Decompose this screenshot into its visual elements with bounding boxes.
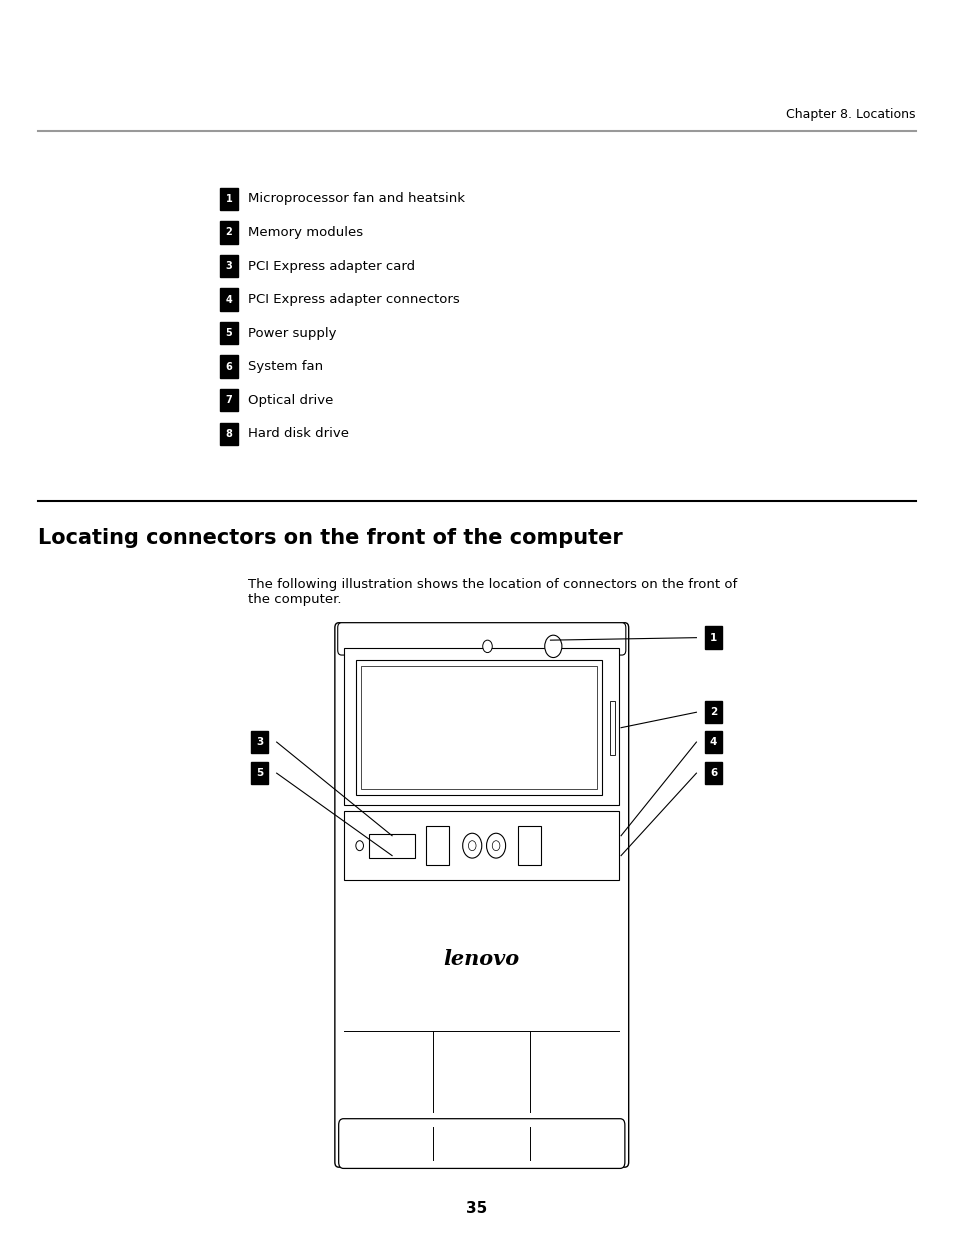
- Circle shape: [462, 833, 481, 858]
- Bar: [360, 666, 597, 789]
- Bar: [220, 355, 237, 378]
- Bar: [704, 731, 721, 753]
- Bar: [220, 322, 237, 344]
- Circle shape: [492, 840, 499, 850]
- Text: Hard disk drive: Hard disk drive: [248, 428, 349, 440]
- Bar: [517, 827, 540, 865]
- Bar: [220, 255, 237, 277]
- Text: 35: 35: [466, 1201, 487, 1216]
- Text: 6: 6: [225, 362, 233, 372]
- Bar: [220, 221, 237, 244]
- Bar: [251, 762, 268, 784]
- Bar: [369, 834, 415, 858]
- Bar: [220, 288, 237, 311]
- Text: Power supply: Power supply: [248, 327, 336, 339]
- Text: 1: 1: [709, 633, 717, 643]
- Circle shape: [482, 640, 492, 653]
- Bar: [220, 188, 237, 210]
- FancyBboxPatch shape: [335, 623, 628, 1167]
- FancyBboxPatch shape: [337, 623, 625, 655]
- Bar: [355, 660, 601, 796]
- Text: 6: 6: [709, 768, 717, 778]
- Circle shape: [355, 840, 363, 850]
- Text: Memory modules: Memory modules: [248, 226, 363, 239]
- Text: Microprocessor fan and heatsink: Microprocessor fan and heatsink: [248, 193, 464, 205]
- Text: PCI Express adapter connectors: PCI Express adapter connectors: [248, 293, 459, 306]
- Text: 8: 8: [225, 429, 233, 439]
- Bar: [704, 701, 721, 723]
- Circle shape: [486, 833, 505, 858]
- Text: The following illustration shows the location of connectors on the front of
the : The following illustration shows the loc…: [248, 578, 737, 607]
- Text: 7: 7: [225, 395, 233, 405]
- Text: 4: 4: [709, 737, 717, 747]
- Circle shape: [544, 635, 561, 658]
- Bar: [426, 827, 449, 865]
- Text: 1: 1: [225, 194, 233, 204]
- FancyBboxPatch shape: [338, 1119, 624, 1168]
- Bar: [344, 648, 618, 805]
- Text: Chapter 8. Locations: Chapter 8. Locations: [785, 108, 915, 121]
- Bar: [704, 762, 721, 784]
- Text: 3: 3: [225, 261, 233, 271]
- Text: 2: 2: [225, 227, 233, 237]
- Text: 5: 5: [255, 768, 263, 778]
- Bar: [220, 423, 237, 445]
- Text: lenovo: lenovo: [443, 950, 519, 970]
- Text: 4: 4: [225, 295, 233, 305]
- Bar: [344, 812, 618, 880]
- Text: Optical drive: Optical drive: [248, 394, 333, 406]
- Text: System fan: System fan: [248, 360, 323, 373]
- Bar: [704, 626, 721, 649]
- Bar: [220, 389, 237, 411]
- Bar: [251, 731, 268, 753]
- Text: PCI Express adapter card: PCI Express adapter card: [248, 260, 415, 272]
- Text: 3: 3: [255, 737, 263, 747]
- Text: Locating connectors on the front of the computer: Locating connectors on the front of the …: [38, 528, 622, 548]
- Text: 2: 2: [709, 707, 717, 717]
- Bar: [609, 701, 615, 755]
- Text: 5: 5: [225, 328, 233, 338]
- Circle shape: [468, 840, 476, 850]
